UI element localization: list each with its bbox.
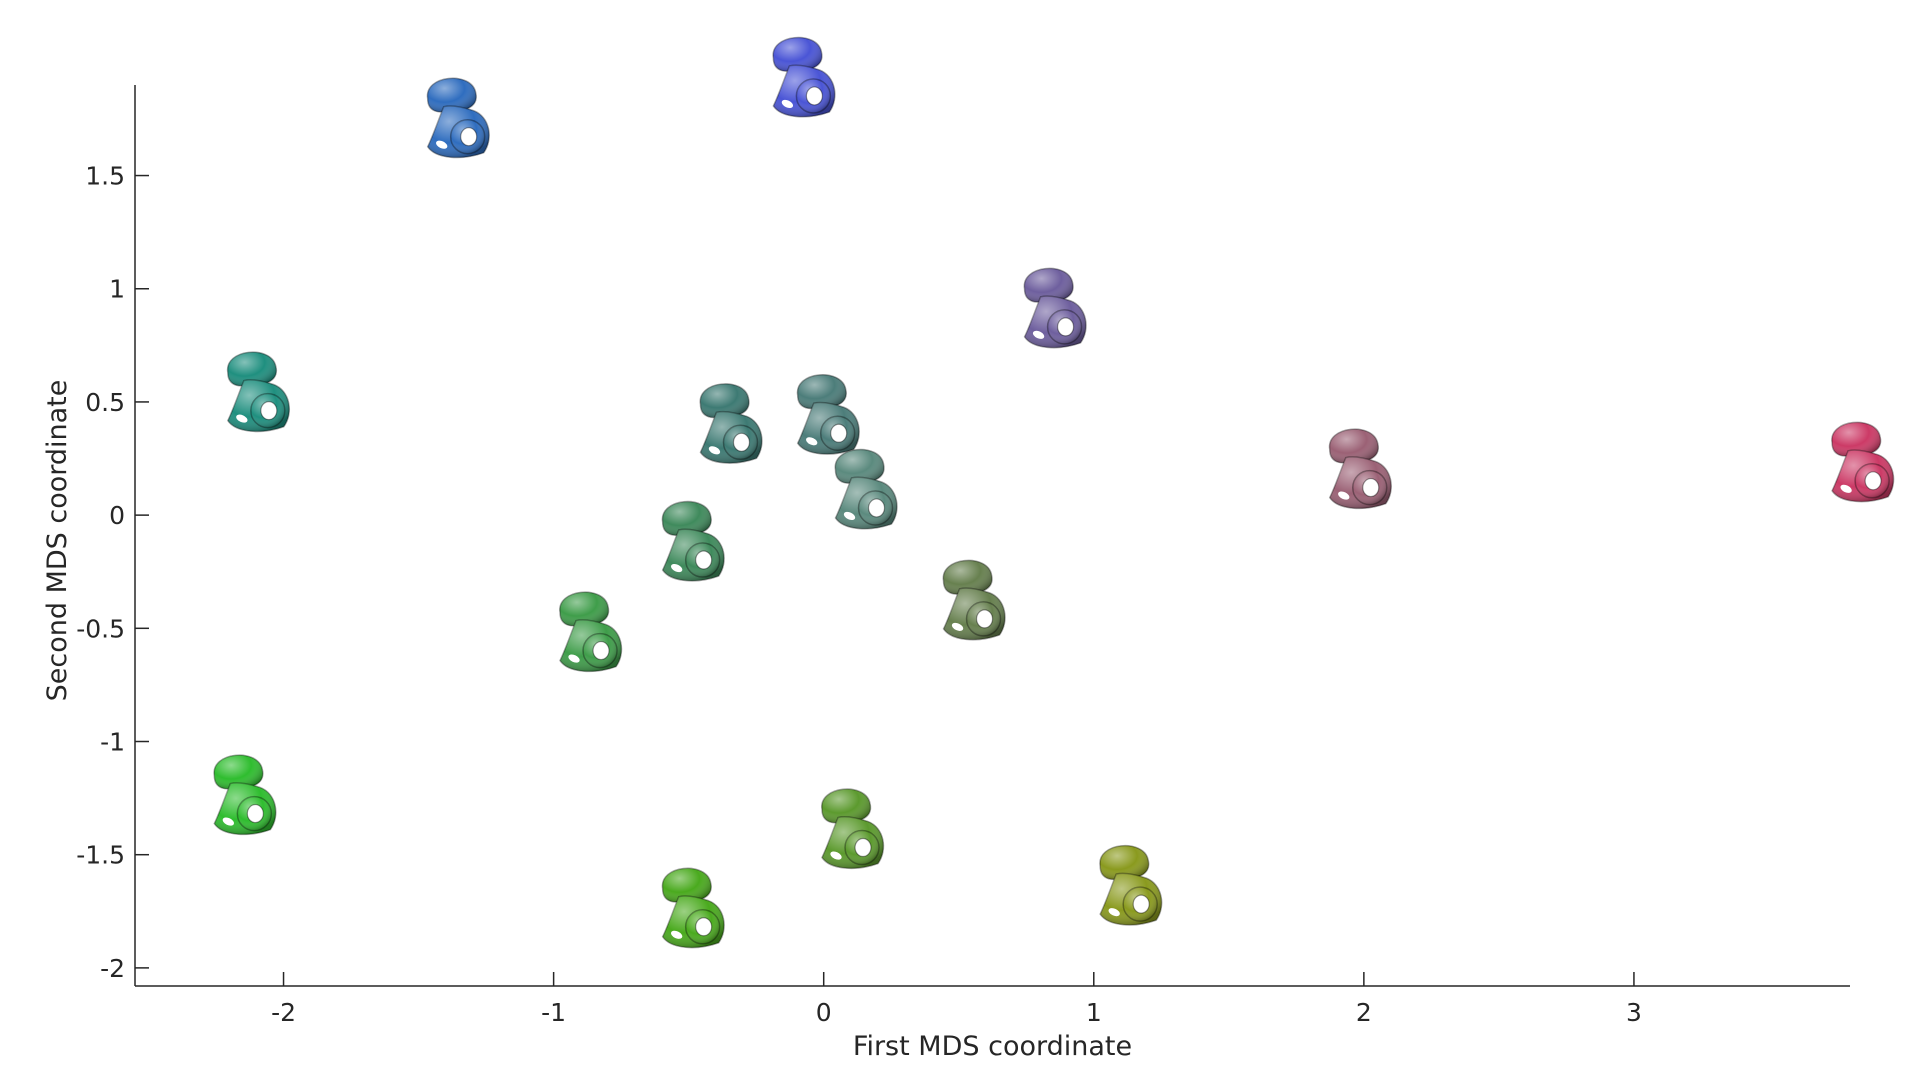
data-point-glyph	[942, 559, 1006, 641]
data-point-glyph	[772, 36, 836, 118]
data-point-glyph	[1023, 267, 1087, 349]
y-axis-title: Second MDS coordinate	[42, 380, 73, 702]
y-tick-label: 1	[109, 275, 125, 304]
data-points	[213, 36, 1895, 949]
x-tick-label: -2	[271, 998, 296, 1027]
y-tick-label: 1.5	[85, 162, 125, 191]
x-tick-label: 3	[1626, 998, 1642, 1027]
y-tick-label: 0	[109, 501, 125, 530]
data-point-glyph	[661, 867, 725, 949]
y-tick-label: -2	[100, 954, 125, 983]
x-tick-label: 1	[1086, 998, 1102, 1027]
data-point-glyph	[226, 351, 291, 433]
data-point-glyph	[1099, 845, 1163, 926]
data-point-glyph	[213, 754, 277, 836]
x-axis-title: First MDS coordinate	[853, 1031, 1132, 1062]
data-point-glyph	[1831, 421, 1895, 503]
y-tick-label: -1.5	[76, 841, 125, 870]
data-point-glyph	[699, 383, 763, 464]
y-tick-label: 0.5	[85, 388, 125, 417]
data-point-glyph	[1328, 428, 1392, 510]
y-tick-label: -0.5	[76, 614, 125, 643]
x-tick-label: 2	[1356, 998, 1372, 1027]
data-point-glyph	[834, 448, 898, 530]
x-tick-label: 0	[816, 998, 832, 1027]
ticks: -2 -1 0 1 2 3 1.5 1 0.5 0 -0.5 -1 -1.5 -2	[76, 162, 1642, 1027]
axes	[134, 85, 1850, 987]
data-point-glyph	[821, 788, 885, 870]
data-point-glyph	[559, 591, 623, 673]
data-point-glyph	[426, 77, 490, 159]
data-point-glyph	[661, 500, 725, 582]
x-tick-label: -1	[541, 998, 566, 1027]
data-point-glyph	[796, 374, 860, 455]
y-tick-label: -1	[100, 728, 125, 757]
